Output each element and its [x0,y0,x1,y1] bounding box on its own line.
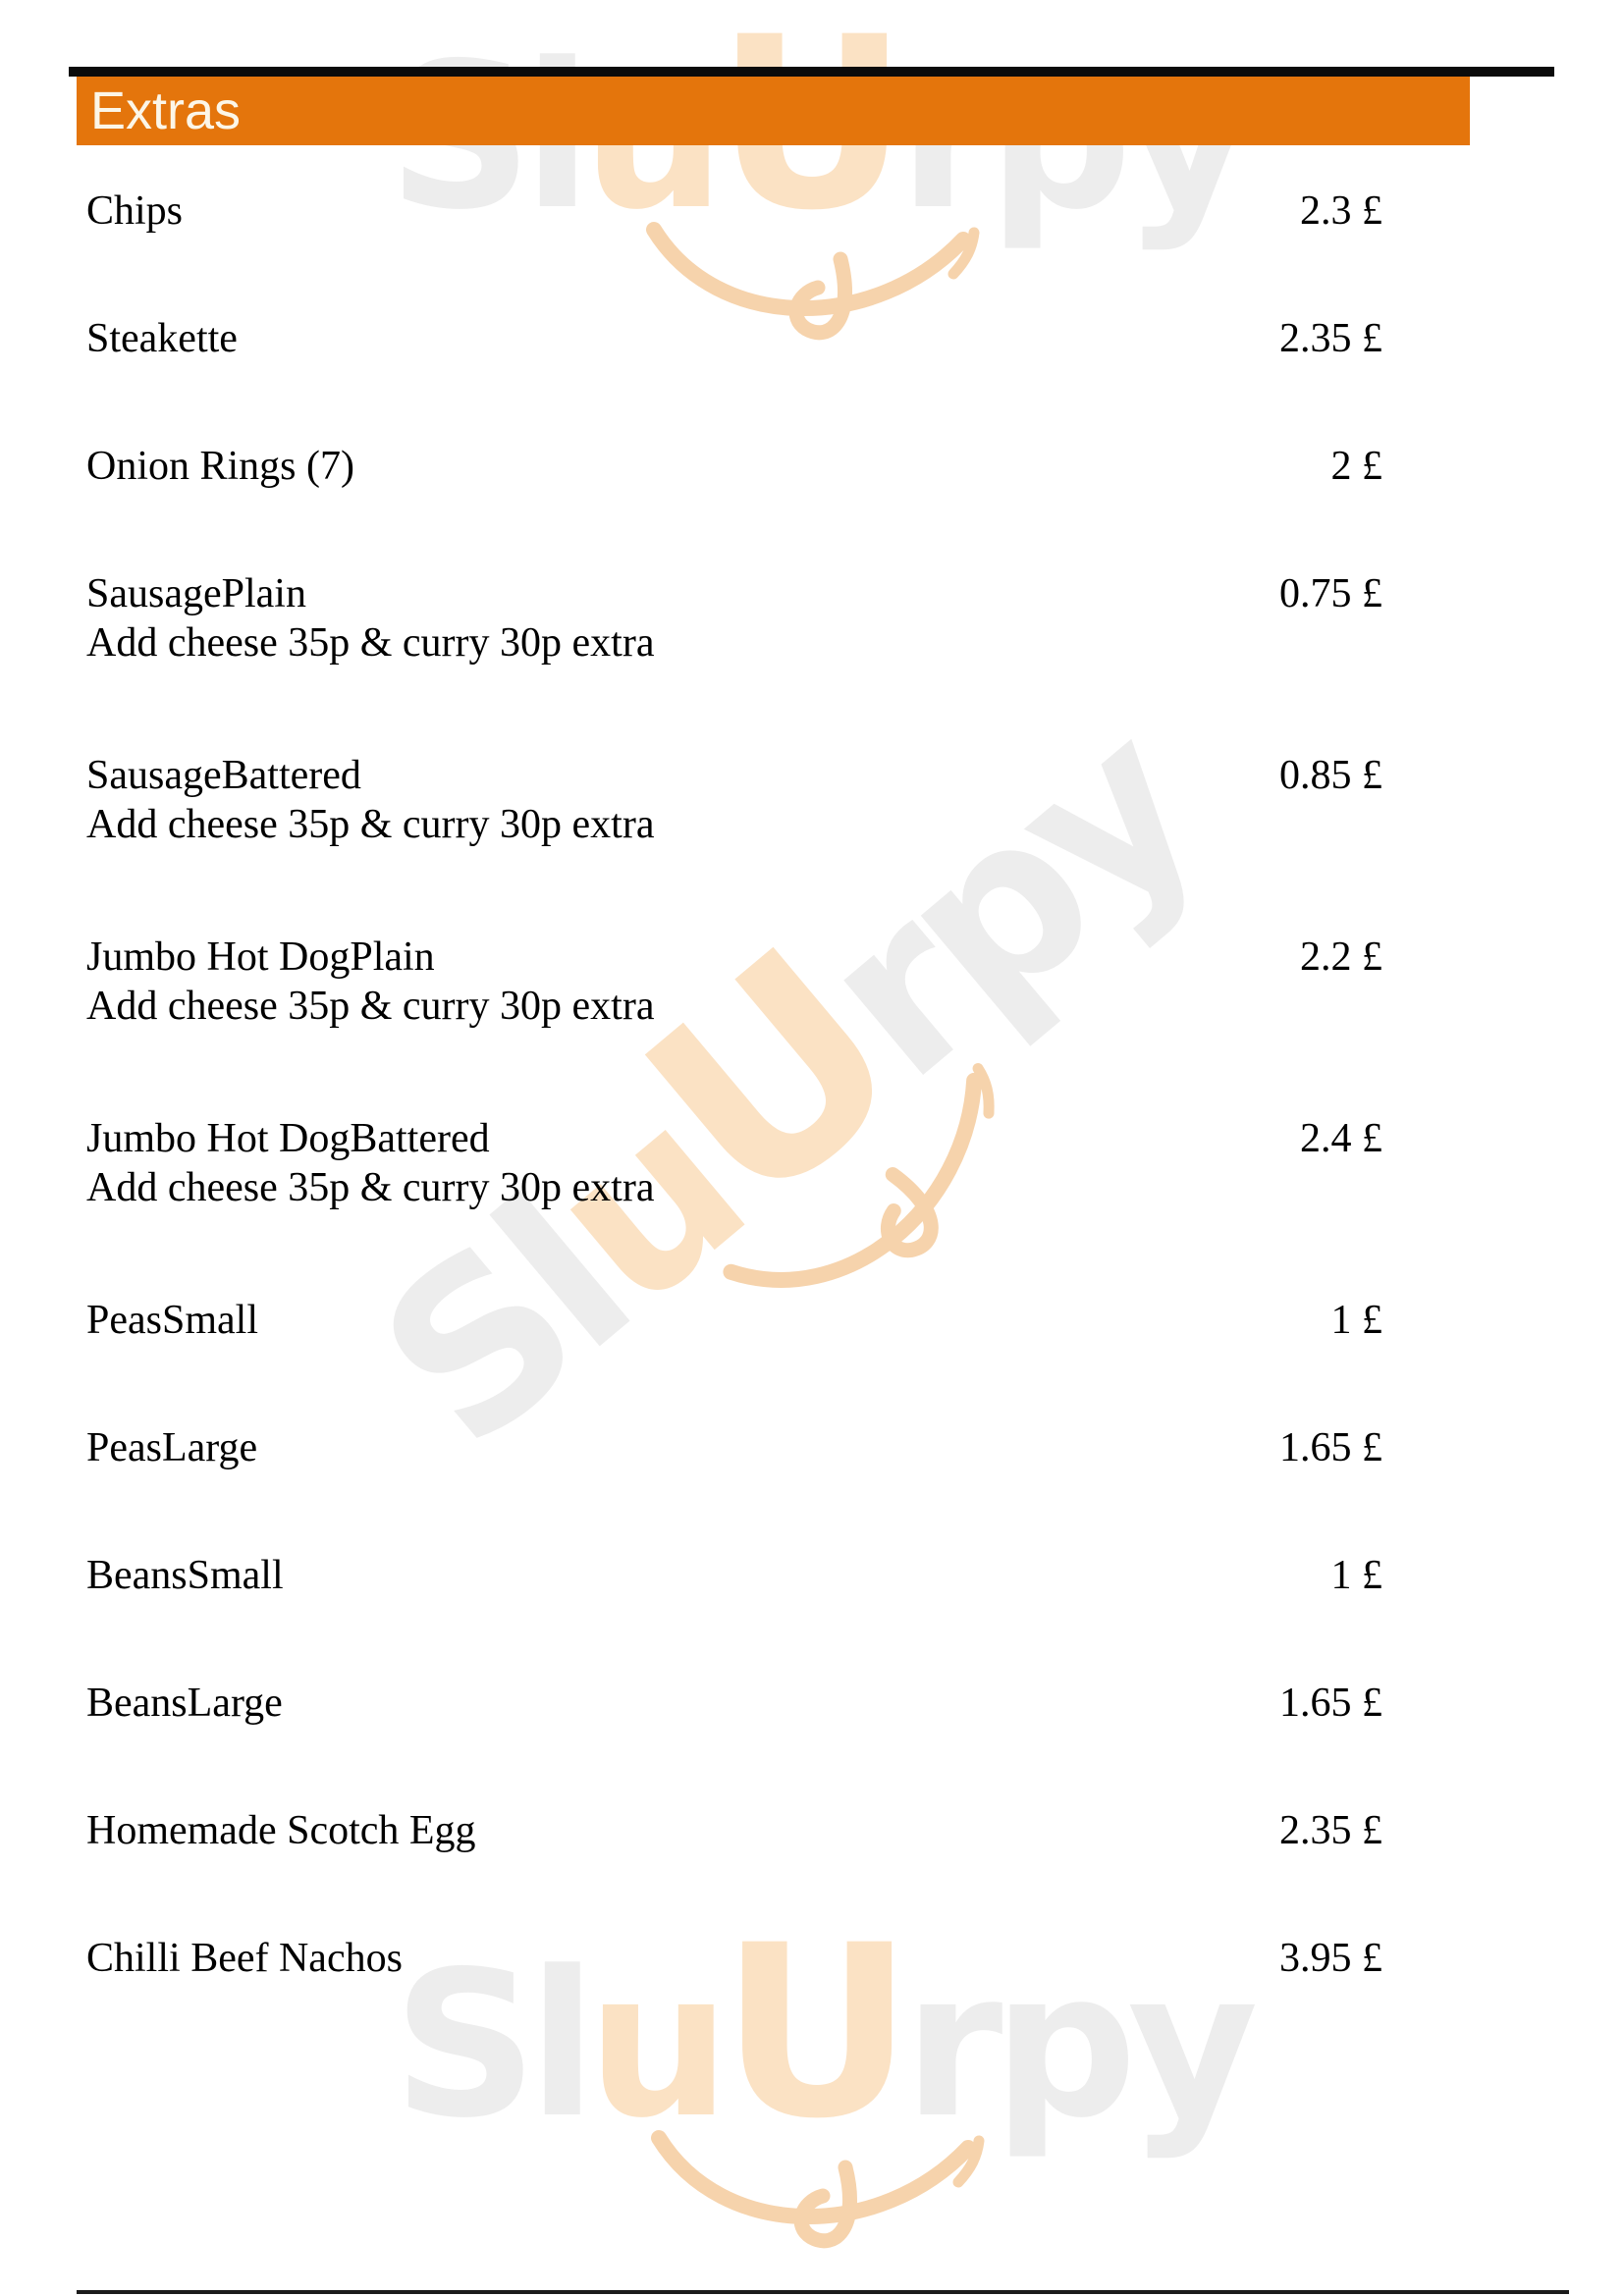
menu-item-row: PeasSmall 1 £ [86,1297,1382,1344]
menu-item-row: Steakette 2.35 £ [86,315,1382,362]
menu-item-row: Chips 2.3 £ [86,187,1382,235]
menu-item-price: 3.95 £ [1279,1936,1382,1981]
menu-item-text: BeansLarge [86,1680,283,1727]
menu-item-name: PeasLarge [86,1425,258,1470]
menu-item-price: 2.35 £ [1279,316,1382,361]
menu-item-price: 1.65 £ [1279,1681,1382,1726]
menu-item-name: Homemade Scotch Egg [86,1808,476,1853]
menu-item-name: Onion Rings (7) [86,444,354,489]
menu-item-text: Steakette [86,315,238,362]
menu-item-name: BeansSmall [86,1553,284,1598]
menu-item-price: 2.4 £ [1300,1116,1382,1161]
section-title: Extras [90,81,242,140]
menu-item-note: Add cheese 35p & curry 30p extra [86,620,655,666]
menu-item-row: Homemade Scotch Egg 2.35 £ [86,1807,1382,1854]
menu-item-row: PeasLarge 1.65 £ [86,1424,1382,1471]
menu-item-price: 2.3 £ [1300,188,1382,234]
top-divider-rule [69,67,1554,77]
bottom-divider-rule [77,2290,1569,2294]
menu-item-name: SausageBattered [86,753,361,798]
menu-item-price: 1 £ [1330,1553,1383,1598]
menu-item-text: Jumbo Hot DogPlain Add cheese 35p & curr… [86,934,654,1030]
menu-list: Chips 2.3 £ Steakette 2.35 £ Onion Rings… [86,187,1382,2062]
menu-item-row: Onion Rings (7) 2 £ [86,443,1382,490]
menu-item-name: Jumbo Hot DogPlain [86,934,435,980]
menu-item-price: 2.35 £ [1279,1808,1382,1853]
menu-item-note: Add cheese 35p & curry 30p extra [86,984,655,1029]
menu-item-row: BeansLarge 1.65 £ [86,1680,1382,1727]
tongue-smile-icon [650,2130,985,2249]
menu-item-note: Add cheese 35p & curry 30p extra [86,802,655,847]
menu-item-name: Steakette [86,316,238,361]
menu-item-row: Jumbo Hot DogBattered Add cheese 35p & c… [86,1115,1382,1211]
menu-item-text: Chips [86,187,183,235]
menu-item-price: 2 £ [1330,444,1383,489]
menu-item-row: SausagePlain Add cheese 35p & curry 30p … [86,570,1382,667]
menu-item-text: PeasLarge [86,1424,257,1471]
menu-item-text: SausageBattered Add cheese 35p & curry 3… [86,752,654,848]
menu-item-name: Chips [86,188,184,234]
menu-item-text: Chilli Beef Nachos [86,1935,403,1982]
menu-item-text: BeansSmall [86,1552,284,1599]
menu-item-text: SausagePlain Add cheese 35p & curry 30p … [86,570,654,667]
menu-item-row: BeansSmall 1 £ [86,1552,1382,1599]
menu-item-text: Onion Rings (7) [86,443,354,490]
menu-item-name: SausagePlain [86,571,306,616]
menu-item-name: PeasSmall [86,1298,258,1343]
menu-item-name: BeansLarge [86,1681,283,1726]
menu-item-price: 2.2 £ [1300,934,1382,980]
menu-item-row: Jumbo Hot DogPlain Add cheese 35p & curr… [86,934,1382,1030]
menu-item-price: 0.75 £ [1279,571,1382,616]
menu-item-text: PeasSmall [86,1297,258,1344]
section-header-bar: Extras [77,77,1470,145]
menu-item-row: SausageBattered Add cheese 35p & curry 3… [86,752,1382,848]
menu-item-price: 1 £ [1330,1298,1383,1343]
menu-item-price: 1.65 £ [1279,1425,1382,1470]
menu-item-text: Jumbo Hot DogBattered Add cheese 35p & c… [86,1115,654,1211]
menu-item-name: Jumbo Hot DogBattered [86,1116,490,1161]
menu-item-note: Add cheese 35p & curry 30p extra [86,1165,655,1210]
menu-item-row: Chilli Beef Nachos 3.95 £ [86,1935,1382,1982]
menu-item-text: Homemade Scotch Egg [86,1807,476,1854]
menu-item-name: Chilli Beef Nachos [86,1936,403,1981]
menu-item-price: 0.85 £ [1279,753,1382,798]
